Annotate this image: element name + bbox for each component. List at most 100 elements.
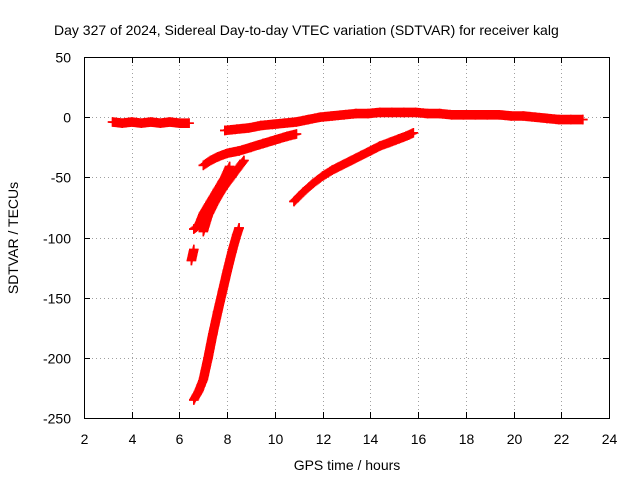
data-point xyxy=(470,110,481,120)
data-point xyxy=(317,171,328,181)
data-point xyxy=(339,110,349,120)
data-point xyxy=(346,155,357,166)
series-marker-trail xyxy=(186,244,199,266)
data-point xyxy=(336,160,347,171)
data-point xyxy=(189,244,199,255)
data-point xyxy=(224,161,235,172)
x-tick-label: 2 xyxy=(81,431,89,447)
data-point xyxy=(203,211,213,221)
data-point xyxy=(267,119,278,130)
data-point xyxy=(189,395,199,405)
data-series-2 xyxy=(220,107,588,136)
data-point xyxy=(186,255,197,266)
chart-title: Day 327 of 2024, Sidereal Day-to-day VTE… xyxy=(54,22,559,38)
data-point xyxy=(234,146,244,156)
data-point xyxy=(246,142,256,153)
data-point xyxy=(126,117,137,127)
data-point xyxy=(270,135,280,145)
data-point xyxy=(578,114,588,125)
data-point xyxy=(198,226,209,237)
x-tick-label: 12 xyxy=(316,431,332,447)
data-point xyxy=(494,110,504,120)
data-point xyxy=(117,118,127,128)
data-series-4 xyxy=(289,128,419,207)
data-point xyxy=(384,137,395,148)
series-marker-trail xyxy=(198,155,249,237)
data-point xyxy=(387,107,397,118)
y-tick-label: -50 xyxy=(51,170,71,186)
data-series-8 xyxy=(189,223,244,405)
data-point xyxy=(107,117,118,127)
data-point xyxy=(189,224,199,234)
y-tick-label: -200 xyxy=(43,351,71,367)
data-point xyxy=(408,128,419,138)
data-point xyxy=(518,111,528,121)
data-series-3 xyxy=(198,129,302,171)
data-point xyxy=(399,107,409,118)
data-point xyxy=(394,134,404,144)
data-point xyxy=(327,165,337,175)
x-tick-label: 22 xyxy=(554,431,570,447)
data-point xyxy=(227,247,237,257)
data-point xyxy=(356,150,366,161)
data-point xyxy=(231,165,242,175)
data-point xyxy=(184,118,194,128)
data-point xyxy=(375,107,385,118)
x-tick-label: 8 xyxy=(224,431,232,447)
data-point xyxy=(165,117,175,127)
data-point xyxy=(258,138,268,149)
axes-layer: 2 4 6 8 10 12 14 16 18 20 22 24-250-200-150-100-500… xyxy=(43,50,618,448)
data-point xyxy=(231,124,242,134)
y-tick-label: 50 xyxy=(55,50,71,66)
data-point xyxy=(327,111,337,121)
data-point xyxy=(554,114,564,125)
data-point xyxy=(155,118,166,128)
x-tick-label: 14 xyxy=(363,431,379,447)
y-tick-label: -150 xyxy=(43,291,71,307)
data-point xyxy=(506,111,516,121)
data-point xyxy=(198,374,209,385)
x-tick-label: 4 xyxy=(129,431,137,447)
data-point xyxy=(222,148,232,159)
y-axis-label: SDTVAR / TECUs xyxy=(5,182,21,294)
data-point xyxy=(212,152,223,162)
data-point xyxy=(291,117,302,127)
data-point xyxy=(217,286,228,297)
x-tick-label: 18 xyxy=(459,431,475,447)
data-point xyxy=(351,108,361,119)
data-point xyxy=(291,129,302,139)
x-axis-label: GPS time / hours xyxy=(294,457,401,473)
data-series-7 xyxy=(198,155,249,237)
data-point xyxy=(198,160,209,171)
x-tick-label: 16 xyxy=(411,431,427,447)
data-point xyxy=(203,353,213,363)
data-point xyxy=(243,123,254,133)
data-point xyxy=(458,110,469,120)
data-series-6 xyxy=(186,244,199,266)
x-tick-label: 6 xyxy=(176,431,184,447)
data-point xyxy=(303,114,314,125)
data-point xyxy=(136,118,147,128)
data-point xyxy=(434,108,445,119)
data-point xyxy=(410,107,421,118)
data-point xyxy=(222,266,232,276)
data-point xyxy=(217,184,228,195)
data-point xyxy=(482,110,493,120)
data-point xyxy=(446,110,457,120)
data-point xyxy=(231,230,242,240)
y-tick-label: -250 xyxy=(43,411,71,427)
data-point xyxy=(239,155,249,166)
data-layer xyxy=(107,107,588,405)
data-point xyxy=(566,114,576,125)
data-series-1 xyxy=(107,117,194,128)
x-tick-label: 20 xyxy=(507,431,523,447)
data-point xyxy=(279,118,290,128)
data-point xyxy=(308,178,318,189)
data-point xyxy=(298,187,309,197)
data-point xyxy=(363,108,373,119)
data-point xyxy=(205,155,216,166)
x-tick-label: 24 xyxy=(602,431,618,447)
data-point xyxy=(208,329,218,339)
y-tick-label: -100 xyxy=(43,231,71,247)
